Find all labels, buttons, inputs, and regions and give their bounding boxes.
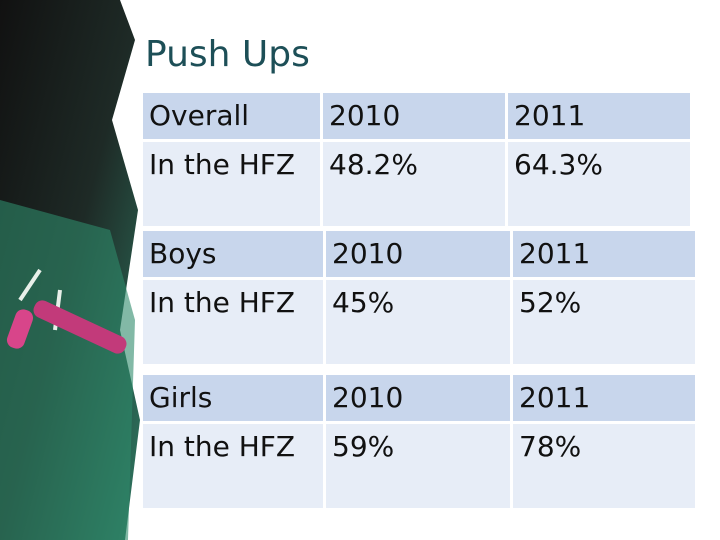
data-table: Girls 2010 2011 In the HFZ 59% 78% xyxy=(140,372,698,511)
header-cell: 2011 xyxy=(510,372,698,424)
slide-title: Push Ups xyxy=(145,34,310,75)
header-cell: 2010 xyxy=(323,228,513,280)
body-row: In the HFZ 59% 78% xyxy=(140,421,698,511)
data-table: Overall 2010 2011 In the HFZ 48.2% 64.3% xyxy=(140,90,693,229)
header-cell: Overall xyxy=(140,90,323,142)
body-cell: 64.3% xyxy=(505,139,693,229)
body-cell: In the HFZ xyxy=(140,277,326,367)
header-row: Overall 2010 2011 xyxy=(140,90,693,142)
header-cell: Girls xyxy=(140,372,326,424)
body-cell: In the HFZ xyxy=(140,421,326,511)
chalk-smear xyxy=(0,200,135,540)
header-cell: Boys xyxy=(140,228,326,280)
chalk-stick xyxy=(33,300,127,354)
body-cell: 45% xyxy=(323,277,513,367)
body-cell: In the HFZ xyxy=(140,139,323,229)
body-cell: 52% xyxy=(510,277,698,367)
header-cell: 2011 xyxy=(510,228,698,280)
chalk-stick xyxy=(6,309,34,349)
header-cell: 2011 xyxy=(505,90,693,142)
body-cell: 48.2% xyxy=(320,139,508,229)
header-cell: 2010 xyxy=(323,372,513,424)
body-cell: 59% xyxy=(323,421,513,511)
header-row: Girls 2010 2011 xyxy=(140,372,698,424)
header-row: Boys 2010 2011 xyxy=(140,228,698,280)
data-table: Boys 2010 2011 In the HFZ 45% 52% xyxy=(140,228,698,367)
header-cell: 2010 xyxy=(320,90,508,142)
body-cell: 78% xyxy=(510,421,698,511)
body-row: In the HFZ 45% 52% xyxy=(140,277,698,367)
body-row: In the HFZ 48.2% 64.3% xyxy=(140,139,693,229)
